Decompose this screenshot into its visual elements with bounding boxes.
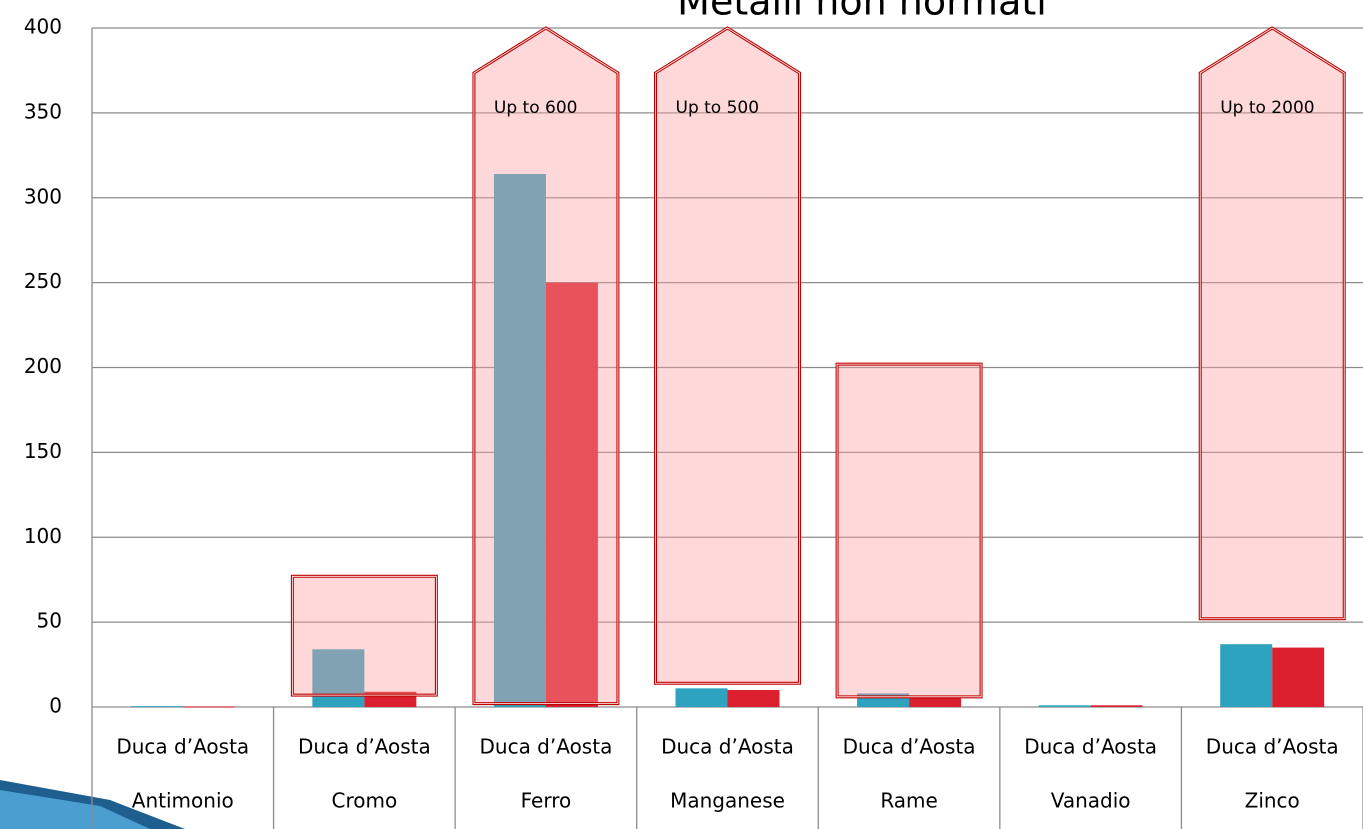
bar [545, 282, 598, 707]
bar [182, 706, 235, 708]
annotation: Up to 2000 [1220, 98, 1314, 118]
decoration [0, 790, 150, 829]
bar [1038, 705, 1091, 707]
x-subcategory-label: Duca d’Aosta [1206, 735, 1339, 759]
y-tick-label: 150 [24, 439, 62, 463]
bar [727, 690, 780, 707]
limit-range-inner [655, 27, 800, 684]
x-subcategory-label: Duca d’Aosta [1024, 735, 1157, 759]
bar [130, 706, 183, 708]
limit-range-inner [836, 363, 982, 698]
x-tick-label: Zinco [1245, 789, 1300, 813]
y-tick-label: 200 [24, 354, 62, 378]
limit-range-inner [473, 27, 619, 705]
chart-title: Metalli non normati [677, 0, 1047, 24]
x-subcategory-label: Duca d’Aosta [661, 735, 794, 759]
y-tick-label: 0 [49, 694, 62, 718]
x-subcategory-label: Duca d’Aosta [480, 735, 613, 759]
y-tick-label: 400 [24, 15, 62, 39]
limit-range [835, 362, 983, 699]
x-subcategory-label: Duca d’Aosta [843, 735, 976, 759]
limit-range-inner [1199, 27, 1345, 620]
x-subcategory-label: Duca d’Aosta [116, 735, 249, 759]
x-tick-label: Cromo [332, 789, 398, 813]
x-tick-label: Ferro [521, 789, 572, 813]
y-tick-label: 350 [24, 99, 62, 123]
y-tick-label: 50 [37, 609, 62, 633]
y-tick-label: 100 [24, 524, 62, 548]
y-tick-label: 250 [24, 269, 62, 293]
annotation: Up to 500 [676, 98, 760, 118]
limit-range [290, 574, 438, 697]
x-tick-label: Antimonio [132, 789, 234, 813]
limit-range [654, 26, 801, 685]
bar [1090, 705, 1143, 707]
limit-range-inner [291, 575, 437, 696]
x-subcategory-label: Duca d’Aosta [298, 735, 431, 759]
bar [1272, 647, 1325, 707]
y-tick-label: 300 [24, 184, 62, 208]
bar [1220, 644, 1273, 707]
limit-range [472, 26, 620, 706]
x-tick-label: Rame [880, 789, 938, 813]
bar [675, 688, 728, 707]
bar [909, 696, 962, 707]
bar [493, 173, 546, 708]
x-tick-label: Manganese [670, 789, 785, 813]
annotation: Up to 600 [494, 98, 578, 118]
bar [312, 649, 365, 707]
x-tick-label: Vanadio [1051, 789, 1131, 813]
